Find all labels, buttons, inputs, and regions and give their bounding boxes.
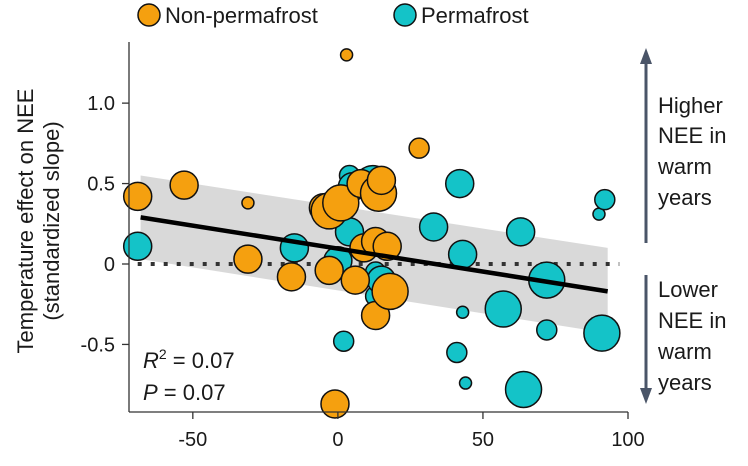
data-point — [169, 170, 199, 200]
annotation-lower-nee: Lower NEE in warm years — [657, 277, 726, 395]
data-point — [504, 370, 543, 409]
x-tick-label: 50 — [472, 429, 494, 451]
data-point — [122, 181, 153, 212]
annotation-lower-line: years — [658, 370, 712, 395]
legend-label-permafrost: Permafrost — [421, 3, 529, 28]
annotation-upper-line: NEE in — [658, 123, 726, 148]
legend-label-non-permafrost: Non-permafrost — [165, 3, 318, 28]
data-point — [444, 168, 475, 199]
data-point — [484, 290, 522, 328]
data-point — [314, 255, 344, 286]
x-tick-label: 100 — [611, 429, 644, 451]
legend-marker-non-permafrost — [137, 3, 161, 27]
annotation-higher-nee: Higher NEE in warm years — [657, 93, 726, 210]
data-point — [447, 239, 478, 270]
data-point — [371, 272, 409, 311]
data-point — [332, 330, 355, 352]
data-point — [233, 244, 263, 274]
y-axis-title: Temperature effect on NEE (standardized … — [13, 89, 64, 354]
series-non-permafrost — [122, 48, 430, 419]
annotation-lower-line: warm — [657, 339, 712, 364]
data-point — [320, 389, 350, 419]
y-tick-label: 0 — [104, 254, 115, 276]
axes: -50 0 50 100 -0.5 0 0.5 1.0 — [81, 42, 645, 451]
data-point — [446, 341, 468, 364]
annotation-lower-line: NEE in — [658, 308, 726, 333]
data-point — [322, 184, 360, 222]
data-point — [366, 165, 397, 196]
data-point — [122, 231, 153, 262]
legend-marker-permafrost — [393, 3, 417, 27]
direction-annotations: Higher NEE in warm years Lower NEE in wa… — [640, 48, 726, 404]
data-point — [536, 319, 558, 341]
data-point — [594, 188, 616, 211]
data-point — [408, 137, 430, 159]
data-point — [455, 305, 470, 320]
y-tick-label: 0.5 — [87, 174, 115, 196]
annotation-upper-line: warm — [657, 154, 712, 179]
annotation-upper-line: Higher — [658, 93, 723, 118]
data-point — [418, 212, 449, 242]
r-squared-label: R2 = 0.07 — [143, 346, 235, 373]
x-tick-label: 0 — [332, 429, 343, 451]
annotation-upper-line: years — [658, 185, 712, 210]
y-tick-label: 1.0 — [87, 93, 115, 115]
up-arrow-icon — [640, 48, 652, 64]
x-tick-label: -50 — [178, 429, 207, 451]
p-value-label: P = 0.07 — [143, 380, 226, 405]
data-point — [339, 48, 354, 62]
data-point — [276, 262, 307, 292]
data-point — [340, 265, 371, 295]
down-arrow-icon — [640, 388, 652, 404]
data-point — [241, 196, 255, 210]
annotation-lower-line: Lower — [658, 277, 718, 302]
legend: Non-permafrost Permafrost — [137, 3, 529, 28]
regression-line — [140, 215, 609, 294]
stats-annotation: R2 = 0.07 P = 0.07 — [143, 346, 235, 405]
y-axis-title-line1: Temperature effect on NEE — [13, 89, 38, 354]
data-point — [505, 217, 536, 247]
y-tick-label: -0.5 — [81, 334, 115, 356]
y-axis-title-line2: (standardized slope) — [39, 121, 64, 320]
data-point — [458, 376, 473, 390]
data-point — [583, 314, 621, 352]
